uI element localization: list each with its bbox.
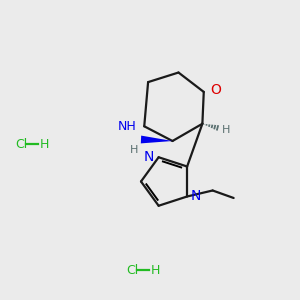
Text: Cl: Cl	[126, 263, 138, 277]
Text: NH: NH	[118, 121, 137, 134]
Polygon shape	[141, 136, 172, 143]
Text: O: O	[210, 82, 221, 97]
Text: H: H	[130, 145, 139, 155]
Text: N: N	[144, 150, 154, 164]
Text: H: H	[151, 263, 160, 277]
Text: H: H	[40, 137, 49, 151]
Text: Cl: Cl	[15, 137, 27, 151]
Text: H: H	[222, 125, 230, 135]
Text: N: N	[191, 189, 201, 203]
